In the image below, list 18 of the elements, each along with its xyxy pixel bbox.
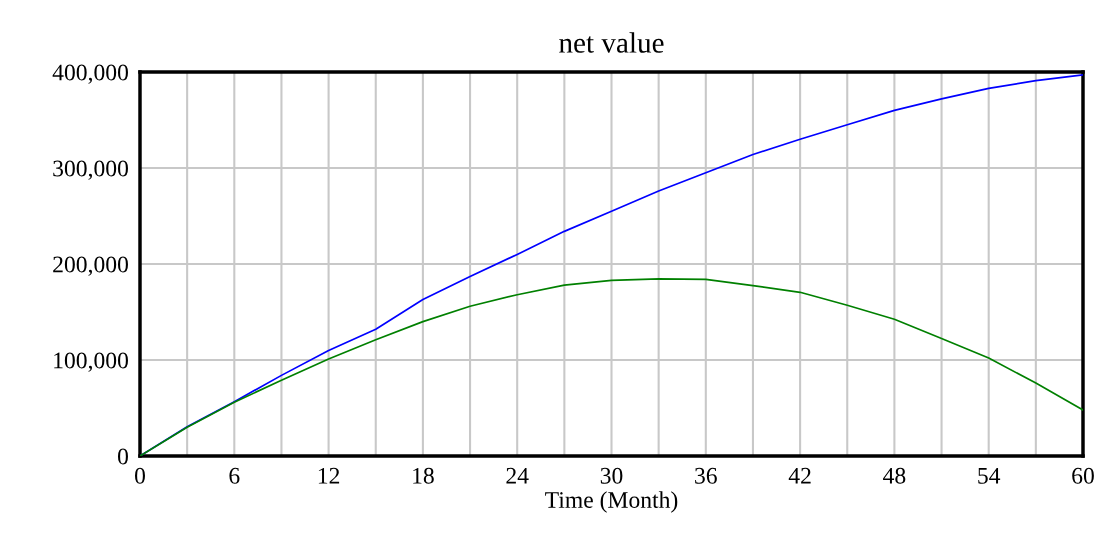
y-tick-label: 400,000	[52, 64, 128, 84]
x-tick-label: 60	[1072, 467, 1094, 484]
x-axis-title: Time (Month)	[545, 491, 678, 513]
x-tick-label: 42	[788, 467, 811, 484]
x-tick-label: 36	[695, 467, 717, 484]
chart-title: net value	[559, 32, 664, 53]
x-tick-label: 12	[318, 467, 340, 484]
x-tick-label: 48	[883, 467, 906, 484]
x-tick-label: 30	[600, 467, 623, 484]
x-tick-label: 18	[413, 467, 434, 484]
y-tick-label: 0	[117, 448, 128, 465]
y-tick-label: 100,000	[54, 352, 128, 372]
y-tick-label: 200,000	[53, 256, 128, 276]
y-tick-label: 300,000	[53, 160, 128, 180]
x-tick-label: 54	[978, 467, 1001, 484]
x-tick-label: 0	[135, 467, 145, 484]
x-tick-label: 6	[229, 467, 240, 484]
x-tick-label: 24	[506, 467, 529, 484]
